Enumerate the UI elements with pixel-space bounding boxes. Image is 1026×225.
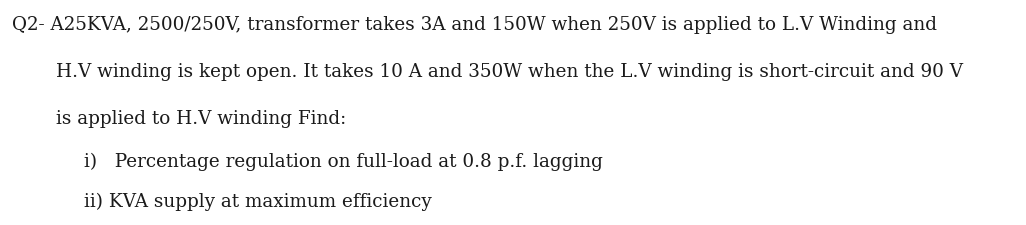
- Text: i)   Percentage regulation on full-load at 0.8 p.f. lagging: i) Percentage regulation on full-load at…: [84, 153, 603, 171]
- Text: ii) KVA supply at maximum efficiency: ii) KVA supply at maximum efficiency: [84, 192, 432, 211]
- Text: H.V winding is kept open. It takes 10 A and 350W when the L.V winding is short-c: H.V winding is kept open. It takes 10 A …: [56, 63, 963, 81]
- Text: Q2- A25KVA, 2500/250V, transformer takes 3A and 150W when 250V is applied to L.V: Q2- A25KVA, 2500/250V, transformer takes…: [12, 16, 938, 34]
- Text: is applied to H.V winding Find:: is applied to H.V winding Find:: [56, 110, 347, 128]
